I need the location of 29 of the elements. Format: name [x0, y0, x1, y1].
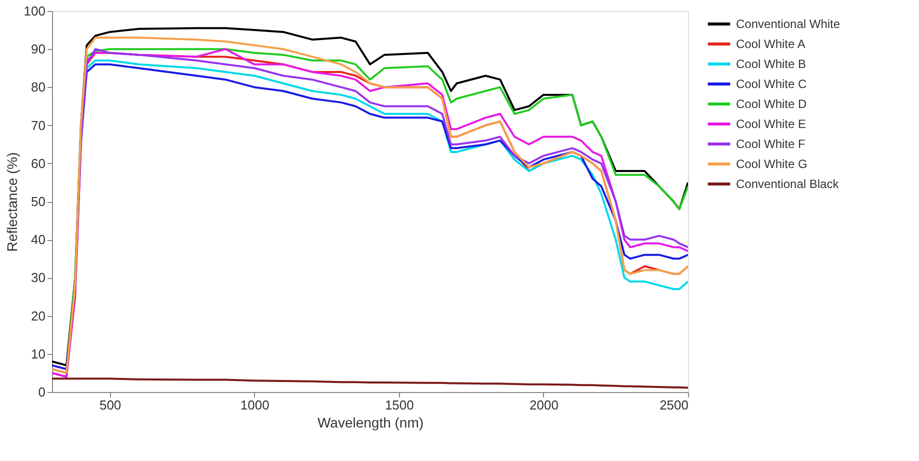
x-tick-label: 500: [99, 398, 122, 412]
x-axis-title: Wavelength (nm): [317, 414, 424, 430]
legend-label: Cool White G: [736, 157, 808, 171]
y-tick-label: 80: [31, 80, 46, 95]
line-series: [52, 378, 688, 389]
y-tick-label: 30: [31, 270, 46, 286]
y-tick-label: 70: [31, 118, 46, 133]
y-tick-label: 90: [31, 42, 46, 57]
x-tick-label: 2500: [660, 398, 688, 412]
legend-label: Cool White B: [736, 57, 806, 71]
y-tick-label: 40: [31, 232, 46, 248]
y-tick-label: 0: [38, 384, 46, 400]
legend-label: Conventional White: [736, 17, 840, 31]
y-tick-label: 50: [31, 194, 46, 209]
legend-label: Cool White D: [736, 97, 808, 111]
y-tick-label: 100: [24, 4, 46, 18]
legend-label: Conventional Black: [736, 177, 840, 191]
line-series: [80, 60, 688, 290]
y-tick-label: 20: [31, 308, 46, 324]
x-tick-label: 1500: [384, 398, 414, 412]
x-tick-label: 2000: [529, 398, 558, 412]
legend-label: Cool White C: [736, 77, 808, 91]
legend-label: Cool White A: [736, 37, 806, 51]
x-tick-label: 1000: [240, 398, 270, 412]
legend-label: Cool White F: [736, 137, 806, 151]
legend-label: Cool White E: [736, 117, 806, 131]
y-tick-label: 10: [31, 346, 46, 362]
y-tick-label: 60: [31, 156, 46, 171]
y-axis-title: Reflectance (%): [4, 152, 20, 252]
